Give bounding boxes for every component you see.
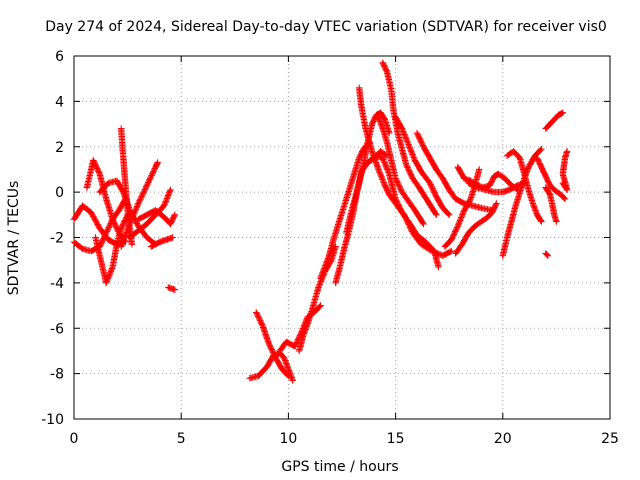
series-arc-31 [542,250,551,259]
data-marks [295,243,339,355]
data-marks [253,309,292,380]
data-marks [392,114,453,218]
x-tick-label: 15 [387,431,405,447]
series-arc-10 [148,234,176,250]
x-tick-label: 0 [70,431,79,447]
y-tick-label: -8 [50,367,64,383]
data-marks [135,207,178,228]
series-arc-34 [559,148,571,194]
y-tick-label: -4 [50,276,64,292]
data-marks [542,250,551,259]
series-arc-23 [392,114,453,218]
series-arc-33 [542,109,566,132]
x-tick-label: 5 [177,431,186,447]
series-arc-4 [92,211,131,287]
series-arc-20 [379,59,440,218]
series-arc-22 [375,114,427,228]
data-marks [542,109,566,132]
series-arc-12 [246,350,296,384]
axis-ticks [73,55,611,420]
x-tick-label: 20 [494,431,512,447]
y-tick-label: 2 [55,140,64,156]
x-axis-label: GPS time / hours [281,459,398,475]
y-tick-label: 6 [55,49,64,65]
data-marks [317,139,374,282]
data-marks [503,148,545,225]
series-arc-25 [452,200,500,257]
data-marks [165,284,178,293]
data-marks [92,211,131,287]
data-marks [246,350,296,384]
series-arc-9 [135,207,178,228]
y-tick-label: -6 [50,321,64,337]
data-marks [148,234,176,250]
series-arc-21 [366,152,442,271]
series-arc-7 [118,159,161,250]
data-marks [118,159,161,250]
data-marks [542,184,560,225]
chart-title: Day 274 of 2024, Sidereal Day-to-day VTE… [45,19,607,35]
series-arc-30 [503,148,545,225]
x-tick-label: 10 [279,431,297,447]
x-tick-label: 25 [601,431,619,447]
data-marks [379,59,440,218]
data-marks [375,114,427,228]
series-arc-32 [533,154,569,203]
tick-labels: 0 5 10 15 20 25 -10 -8 -6 -4 -2 0 2 4 6 [41,49,619,447]
y-tick-label: -2 [50,231,64,247]
y-tick-label: 0 [55,185,64,201]
data-marks [366,152,442,271]
data-marks [559,148,571,194]
data-marks [533,154,569,203]
series-arc-15 [295,243,339,355]
series-arc-16 [317,139,374,282]
data-marks [452,200,500,257]
data-points [70,59,571,384]
series-arc-35 [542,184,560,225]
y-tick-label: 4 [55,94,64,110]
y-tick-label: -10 [41,412,64,428]
series-arc-11 [165,284,178,293]
y-axis-label: SDTVAR / TECUs [6,181,22,296]
series-arc-13 [253,309,292,380]
grid [74,56,610,419]
